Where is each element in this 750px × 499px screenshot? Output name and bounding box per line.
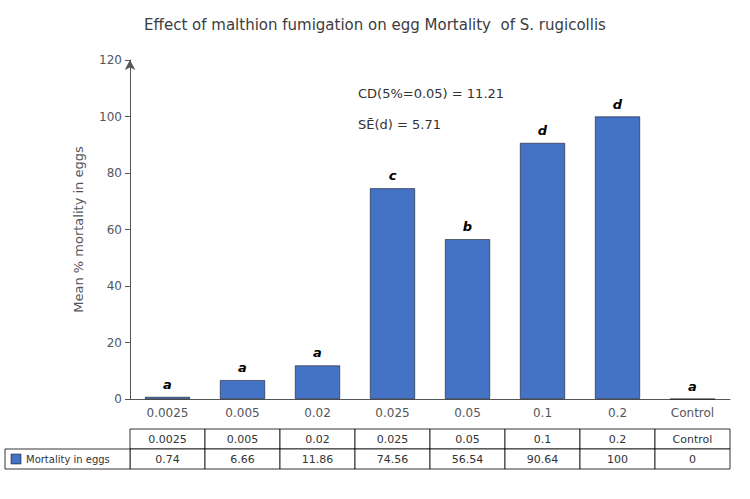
svg-text:11.86: 11.86 xyxy=(302,453,334,466)
svg-text:0.025: 0.025 xyxy=(375,406,409,420)
svg-text:0.2: 0.2 xyxy=(609,433,627,446)
svg-text:d: d xyxy=(538,123,548,138)
svg-text:120: 120 xyxy=(99,53,122,67)
svg-text:20: 20 xyxy=(107,336,122,350)
svg-text:80: 80 xyxy=(107,166,122,180)
svg-text:0.05: 0.05 xyxy=(455,433,480,446)
svg-text:60: 60 xyxy=(107,223,122,237)
svg-text:SĒ(d) = 5.71: SĒ(d) = 5.71 xyxy=(358,117,441,132)
svg-text:40: 40 xyxy=(107,279,122,293)
svg-text:0.02: 0.02 xyxy=(305,433,330,446)
svg-text:Control: Control xyxy=(673,433,713,446)
svg-text:0.025: 0.025 xyxy=(377,433,409,446)
svg-text:c: c xyxy=(389,168,397,183)
svg-text:0.74: 0.74 xyxy=(155,453,180,466)
svg-text:a: a xyxy=(313,345,322,360)
svg-text:0.0025: 0.0025 xyxy=(148,433,187,446)
svg-text:CD(5%=0.05) = 11.21: CD(5%=0.05) = 11.21 xyxy=(358,86,504,101)
svg-text:56.54: 56.54 xyxy=(452,453,484,466)
svg-text:74.56: 74.56 xyxy=(377,453,409,466)
svg-text:b: b xyxy=(463,219,472,234)
svg-text:0.02: 0.02 xyxy=(304,406,331,420)
svg-text:0.1: 0.1 xyxy=(534,433,552,446)
svg-text:0: 0 xyxy=(114,392,122,406)
svg-text:Mortality in eggs: Mortality in eggs xyxy=(26,454,110,465)
svg-text:0: 0 xyxy=(689,453,696,466)
svg-text:Mean % mortality in eggs: Mean % mortality in eggs xyxy=(71,146,86,313)
svg-text:100: 100 xyxy=(99,110,122,124)
svg-text:Control: Control xyxy=(671,406,714,420)
svg-text:a: a xyxy=(163,377,172,392)
svg-text:Effect of malthion fumigation: Effect of malthion fumigation on egg Mor… xyxy=(144,16,606,34)
svg-text:6.66: 6.66 xyxy=(230,453,255,466)
svg-text:a: a xyxy=(688,379,697,394)
svg-text:d: d xyxy=(613,97,623,112)
svg-text:0.005: 0.005 xyxy=(227,433,259,446)
svg-text:0.1: 0.1 xyxy=(533,406,552,420)
svg-text:0.005: 0.005 xyxy=(225,406,259,420)
svg-text:0.2: 0.2 xyxy=(608,406,627,420)
svg-text:100: 100 xyxy=(607,453,628,466)
svg-text:0.0025: 0.0025 xyxy=(147,406,189,420)
svg-text:a: a xyxy=(238,360,247,375)
svg-text:0.05: 0.05 xyxy=(454,406,481,420)
svg-text:90.64: 90.64 xyxy=(527,453,559,466)
